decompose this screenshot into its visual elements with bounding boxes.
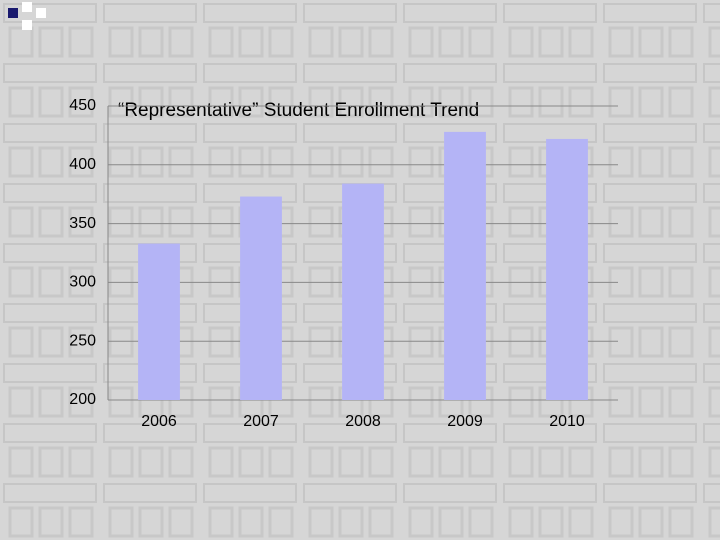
- x-tick-label: 2010: [549, 413, 585, 430]
- y-tick-label: 450: [69, 97, 96, 114]
- bar: [138, 243, 180, 400]
- x-tick-label: 2007: [243, 413, 279, 430]
- y-tick-label: 300: [69, 274, 96, 291]
- bar: [546, 138, 588, 401]
- y-tick-label: 350: [69, 215, 96, 232]
- y-tick-label: 400: [69, 156, 96, 173]
- corner-decoration: [8, 2, 46, 30]
- x-tick-label: 2008: [345, 413, 381, 430]
- bar: [444, 131, 486, 400]
- y-tick-label: 200: [69, 391, 96, 408]
- y-tick-label: 250: [69, 332, 96, 349]
- x-tick-label: 2006: [141, 413, 177, 430]
- bar: [240, 196, 282, 400]
- bar: [342, 183, 384, 400]
- x-tick-label: 2009: [447, 413, 483, 430]
- chart-title: “Representative” Student Enrollment Tren…: [118, 100, 479, 121]
